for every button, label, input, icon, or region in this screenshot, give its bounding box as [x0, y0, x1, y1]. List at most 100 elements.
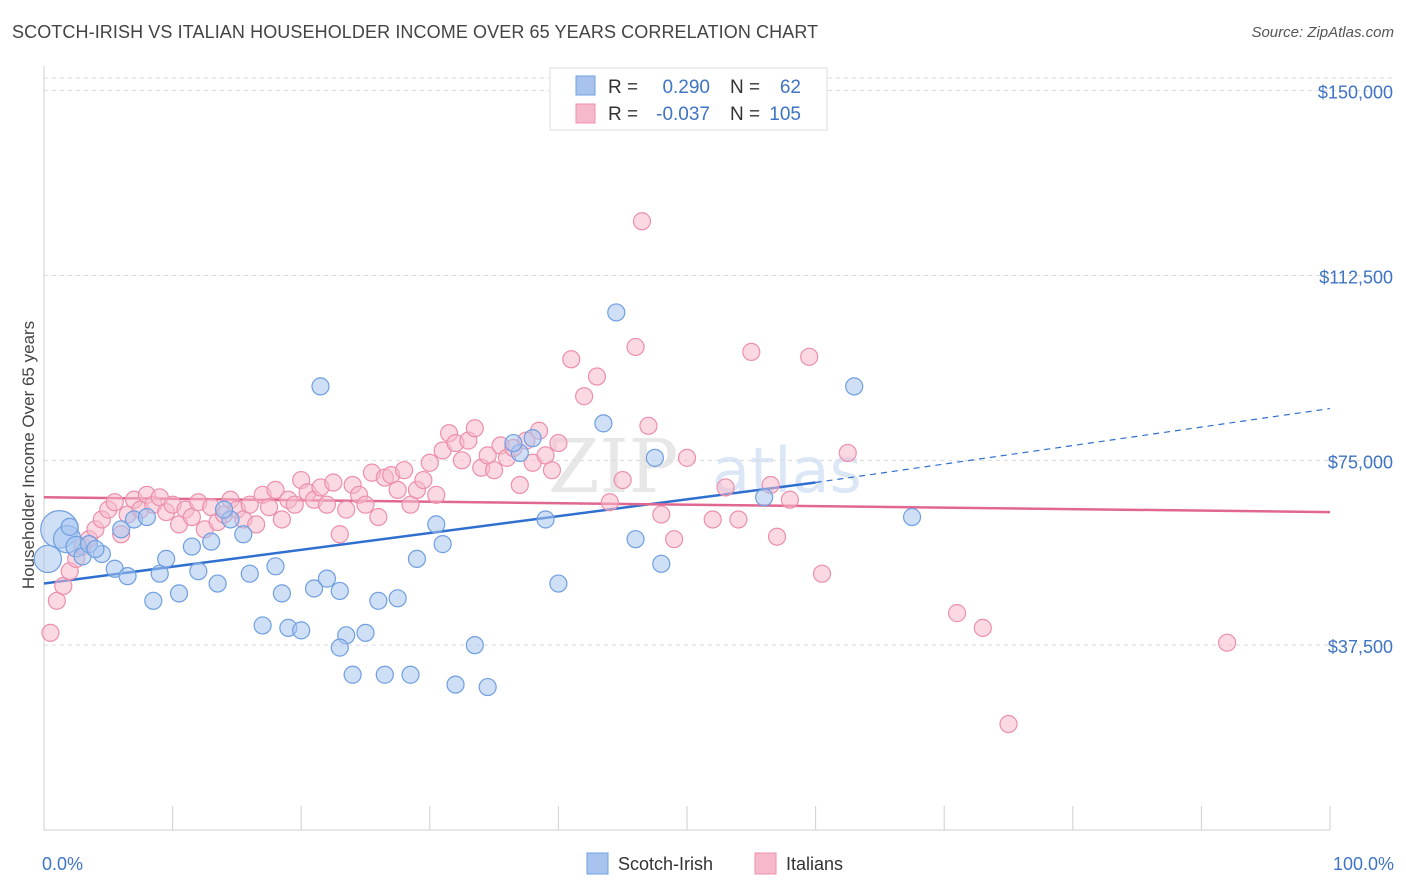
scotch-irish-point	[118, 567, 137, 586]
y-tick-label: $112,500	[1319, 267, 1393, 287]
scotch-irish-point	[446, 675, 465, 694]
scotch-irish-point	[137, 507, 156, 527]
legend-n-value-2: 105	[769, 104, 801, 125]
scotch-irish-point	[594, 414, 613, 433]
italians-point	[330, 525, 349, 544]
italians-point	[947, 604, 967, 623]
scotch-irish-point	[504, 433, 523, 453]
chart-title: SCOTCH-IRISH VS ITALIAN HOUSEHOLDER INCO…	[12, 22, 819, 42]
italians-point	[317, 495, 337, 514]
bottom-legend-swatch-scotch-irish	[586, 852, 609, 875]
italians-point	[767, 527, 787, 546]
italians-point	[600, 493, 619, 512]
italians-point	[356, 495, 375, 514]
scotch-irish-point	[33, 544, 63, 574]
scotch-irish-point	[845, 377, 864, 396]
top-legend-box	[549, 67, 828, 131]
source-label: Source: ZipAtlas.com	[1251, 24, 1394, 41]
scotch-irish-point	[330, 638, 349, 657]
italians-point	[716, 478, 735, 497]
italians-point	[266, 480, 285, 499]
scotch-irish-point	[60, 517, 79, 536]
y-tick-labels: $37,500 $75,000 $112,500 $150,000	[1318, 83, 1393, 658]
scotch-irish-point	[549, 574, 568, 593]
bottom-legend: Scotch-Irish Italians	[586, 852, 843, 875]
scotch-irish-point	[157, 549, 176, 569]
scotch-irish-point	[607, 303, 626, 322]
legend-r-label-1: R =	[608, 77, 638, 98]
scotch-irish-point	[652, 554, 671, 573]
italians-point	[105, 493, 124, 512]
italians-point	[259, 498, 279, 517]
italians-point	[337, 500, 356, 519]
italians-point	[388, 480, 407, 499]
scotch-irish-point	[317, 569, 337, 588]
italians-point	[780, 490, 799, 509]
x-tick-label-max: 100.0%	[1333, 854, 1394, 874]
scotch-irish-point	[208, 574, 227, 593]
scotch-irish-point	[356, 623, 375, 642]
scotch-irish-point	[755, 488, 774, 507]
scotch-irish-point	[253, 616, 272, 635]
italians-point	[272, 510, 292, 529]
y-tick-label: $37,500	[1328, 637, 1393, 657]
italians-point	[427, 485, 446, 504]
bottom-legend-label-italians: Italians	[786, 854, 843, 874]
italians-point	[613, 470, 632, 490]
italians-point	[652, 505, 671, 524]
italians-point	[973, 618, 992, 638]
legend-r-label-2: R =	[608, 104, 638, 125]
italians-point	[677, 448, 697, 467]
italians-point	[632, 212, 652, 231]
italians-point	[999, 714, 1018, 734]
italians-point	[742, 342, 761, 361]
legend-r-value-1: 0.290	[662, 77, 710, 98]
y-tick-label: $75,000	[1328, 452, 1393, 472]
scotch-irish-point	[189, 562, 208, 581]
scotch-irish-point	[433, 535, 452, 554]
scotch-irish-point	[401, 665, 420, 684]
scotch-irish-point	[369, 591, 388, 610]
scotch-irish-point	[902, 507, 922, 527]
scotch-irish-point	[465, 636, 484, 655]
italians-point	[626, 337, 645, 357]
italians-point	[41, 623, 60, 642]
italians-point	[812, 564, 832, 583]
italians-point	[800, 347, 819, 366]
scotch-irish-point	[536, 510, 555, 529]
italians-point	[575, 387, 594, 406]
scotch-irish-point	[144, 591, 163, 610]
italians-point	[465, 419, 484, 438]
italians-point	[542, 461, 562, 480]
scotch-irish-point	[626, 530, 645, 549]
scotch-irish-point	[169, 584, 189, 603]
italians-point	[729, 510, 748, 529]
scotch-irish-point	[304, 579, 324, 598]
scotch-irish-point	[266, 557, 285, 576]
italians-point	[285, 495, 304, 514]
legend-n-label-1: N =	[730, 77, 760, 98]
bottom-legend-swatch-italians	[754, 852, 777, 875]
scotch-irish-point	[182, 537, 201, 556]
scotch-irish-point	[330, 581, 349, 601]
scotch-irish-points	[33, 303, 922, 697]
scotch-irish-point	[202, 532, 221, 551]
scotch-irish-point	[86, 539, 105, 559]
scotch-irish-trend-line	[43, 481, 816, 585]
scotch-irish-point	[112, 520, 131, 539]
italians-point	[639, 416, 658, 435]
scotch-irish-point	[343, 665, 362, 684]
scotch-irish-point	[214, 500, 234, 519]
italians-point	[587, 367, 607, 386]
scotch-irish-point	[407, 549, 427, 569]
x-tick-label-min: 0.0%	[42, 854, 83, 874]
scotch-irish-point	[311, 377, 330, 396]
italians-point	[703, 510, 722, 529]
italians-point	[665, 530, 684, 549]
x-ticks	[43, 806, 1331, 830]
y-axis-label: Householder Income Over 65 years	[19, 321, 38, 589]
scotch-irish-point	[292, 621, 311, 640]
y-tick-label: $150,000	[1318, 83, 1393, 103]
italians-point	[394, 461, 414, 480]
